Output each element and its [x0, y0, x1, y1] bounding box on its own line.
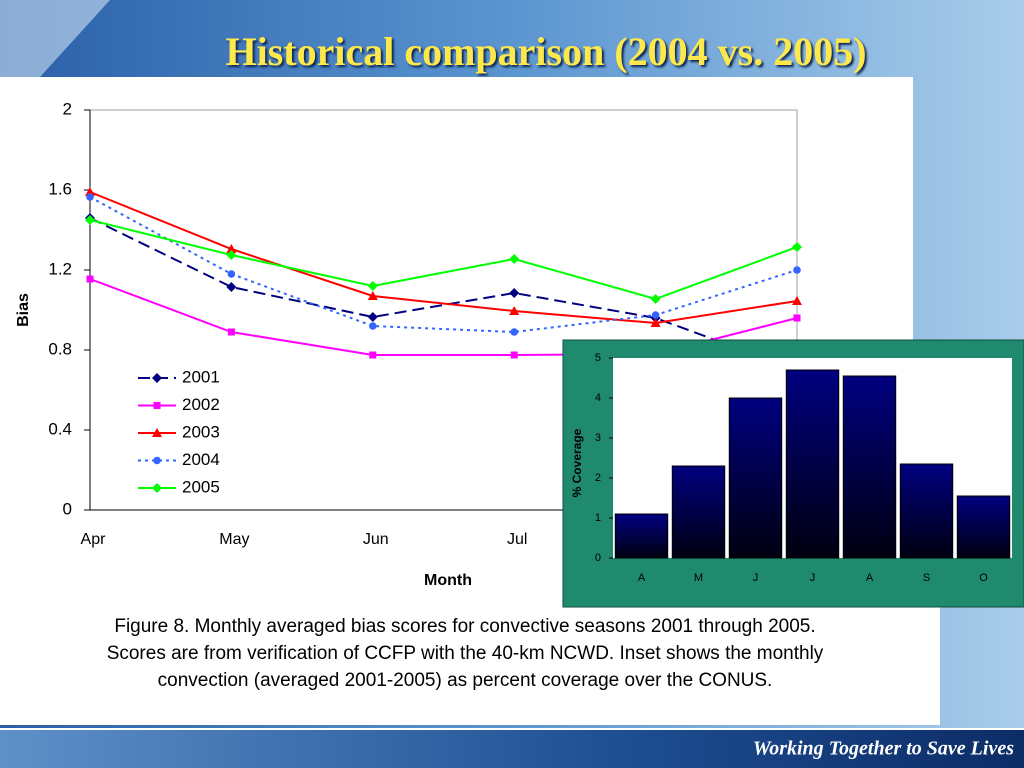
x-tick-label: A: [638, 572, 646, 584]
marker: [510, 328, 518, 336]
series-line: [89, 191, 798, 325]
marker: [85, 187, 95, 196]
y-tick-label: 4: [595, 392, 601, 404]
y-tick-label: 0: [63, 499, 72, 518]
marker: [651, 311, 660, 319]
x-tick-label: Jun: [363, 531, 389, 548]
y-tick-label: 1: [595, 512, 601, 524]
bar: [671, 465, 726, 559]
marker: [509, 306, 520, 315]
footer-bar: [0, 728, 1024, 768]
x-axis-label: Month: [424, 572, 472, 589]
legend-marker: [153, 456, 161, 465]
x-tick-label: Apr: [81, 531, 107, 548]
x-tick-label: S: [923, 572, 930, 584]
y-tick-label: 2: [63, 99, 72, 118]
caption-panel: [0, 605, 940, 725]
slide-title: Historical comparison (2004 vs. 2005): [225, 29, 866, 74]
marker: [227, 328, 235, 336]
bar: [956, 495, 1011, 559]
legend-label: 2003: [182, 422, 220, 441]
marker: [226, 250, 237, 260]
legend-marker: [152, 428, 162, 437]
marker: [510, 351, 518, 359]
marker: [226, 244, 237, 253]
y-tick-label: 2: [595, 472, 601, 484]
y-tick-label: 0.8: [48, 339, 72, 358]
marker: [792, 242, 802, 252]
caption-line: Scores are from verification of CCFP wit…: [107, 643, 824, 664]
legend-label: 2004: [182, 450, 220, 469]
marker: [367, 281, 378, 291]
y-axis-label: Bias: [15, 293, 32, 327]
marker: [369, 351, 377, 359]
caption-line: Figure 8. Monthly averaged bias scores f…: [114, 616, 815, 637]
marker: [86, 193, 94, 201]
legend-marker: [152, 483, 162, 493]
marker: [369, 322, 377, 330]
marker: [509, 254, 520, 264]
series-line: [89, 217, 798, 371]
marker: [367, 312, 378, 322]
marker: [509, 288, 520, 298]
marker: [792, 296, 802, 305]
swoosh: [0, 0, 110, 77]
x-tick-label: May: [219, 531, 249, 548]
y-tick-label: 5: [595, 352, 601, 364]
bar: [785, 369, 840, 559]
marker: [227, 270, 236, 278]
legend-label: 2002: [182, 395, 220, 414]
footer: Working Together to Save Lives: [753, 738, 1014, 760]
y-tick-label: 1.6: [48, 179, 72, 198]
caption-line: convection (averaged 2001-2005) as perce…: [158, 670, 773, 691]
y-tick-label: 1.2: [48, 259, 72, 278]
legend-label: 2001: [182, 367, 220, 386]
legend-marker: [153, 402, 161, 409]
marker: [650, 318, 661, 327]
marker: [85, 215, 95, 225]
bar: [842, 375, 897, 559]
x-tick-label: O: [979, 572, 988, 584]
x-tick-label: A: [866, 572, 874, 584]
y-tick-label: 0.4: [48, 419, 72, 438]
bar: [899, 463, 954, 559]
marker: [650, 294, 661, 304]
series-line: [89, 219, 798, 301]
x-tick-label: M: [694, 572, 703, 584]
y-tick-label: 0: [595, 552, 601, 564]
bar: [614, 513, 669, 559]
y-tick-label: 3: [595, 432, 601, 444]
marker: [793, 314, 801, 322]
bar: [728, 397, 783, 559]
series-line: [89, 196, 798, 334]
legend-label: 2005: [182, 477, 220, 496]
marker: [793, 266, 801, 274]
x-tick-label: J: [753, 572, 759, 584]
marker: [226, 282, 237, 292]
x-tick-label: J: [810, 572, 816, 584]
legend-marker: [152, 373, 162, 383]
y-axis-label: % Coverage: [570, 428, 584, 497]
x-tick-label: Jul: [507, 531, 527, 548]
marker: [86, 275, 94, 283]
marker: [367, 291, 378, 300]
